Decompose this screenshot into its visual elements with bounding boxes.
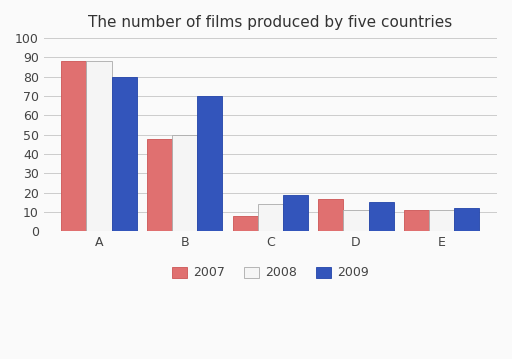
Title: The number of films produced by five countries: The number of films produced by five cou…	[88, 15, 453, 30]
Bar	[112, 77, 137, 232]
Bar	[404, 210, 429, 232]
Bar	[318, 199, 344, 232]
Bar	[197, 96, 222, 232]
Bar	[258, 204, 283, 232]
Bar	[429, 210, 454, 232]
Bar	[87, 61, 112, 232]
Bar	[283, 195, 308, 232]
Bar	[61, 61, 87, 232]
Legend: 2007, 2008, 2009: 2007, 2008, 2009	[168, 263, 373, 283]
Bar	[454, 208, 479, 232]
Bar	[172, 135, 197, 232]
Bar	[369, 202, 394, 232]
Bar	[232, 216, 258, 232]
Bar	[344, 210, 369, 232]
Bar	[147, 139, 172, 232]
